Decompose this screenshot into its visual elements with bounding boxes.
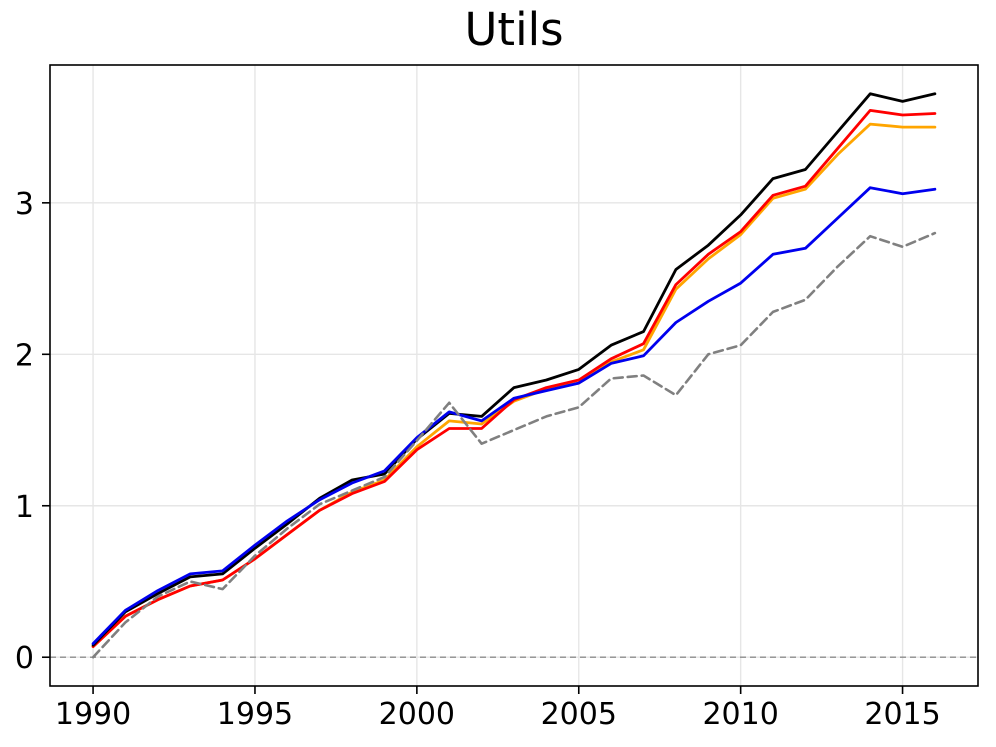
series-red-line [91,109,937,648]
x-tick-label-2005: 2005 [541,697,617,732]
x-tick-label-1995: 1995 [217,697,293,732]
y-tick-label-0: 0 [15,641,34,676]
chart-title: Utils [464,3,564,56]
y-tick-label-2: 2 [15,338,34,373]
y-tick-label-3: 3 [15,187,34,222]
axes-frame [49,64,979,687]
x-tick-label-2000: 2000 [379,697,455,732]
x-tick-label-1990: 1990 [55,697,131,732]
series-blue-line [91,186,937,645]
series-black-line [91,92,937,647]
series-gray-dashed-line [91,231,937,659]
y-tick-label-1: 1 [15,490,34,525]
x-tick-label-2015: 2015 [864,697,940,732]
x-tick-label-2010: 2010 [702,697,778,732]
